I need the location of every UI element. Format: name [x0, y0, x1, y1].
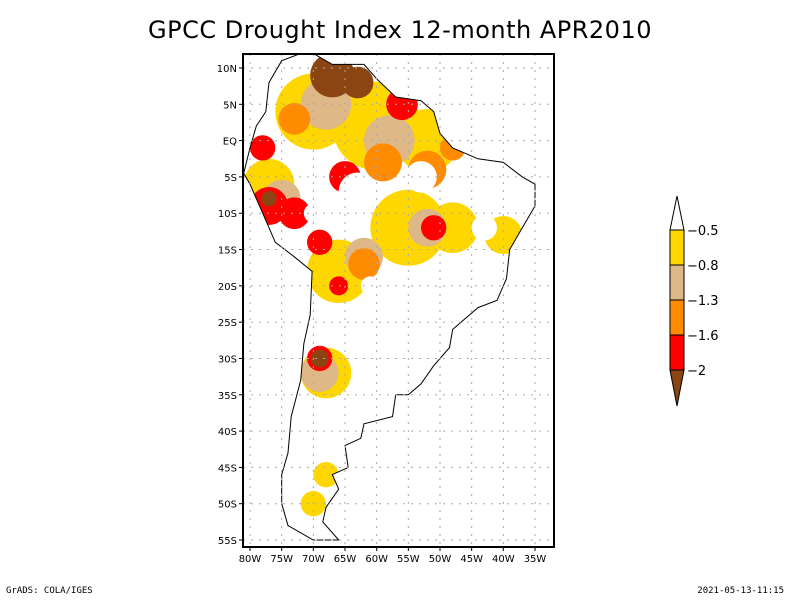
drought-region: [261, 191, 277, 207]
drought-region: [348, 248, 380, 280]
colorbar-level-label: −1.6: [687, 329, 719, 344]
drought-region: [364, 143, 402, 182]
lat-tick-label: 10N: [217, 64, 237, 75]
colorbar-legend: −0.5 −0.8 −1.3 −1.6 −2: [669, 195, 719, 407]
lat-tick-label: 25S: [218, 318, 237, 329]
colorbar-segment: [669, 299, 685, 336]
latitude-axis: 10N 5N EQ 5S 10S 15S 20S 25S 30S 35S 40S 45S 50S 55S: [217, 64, 243, 547]
lon-tick-label: 60W: [365, 554, 388, 565]
lat-tick-label: 40S: [218, 427, 237, 438]
colorbar-level-label: −1.3: [687, 294, 719, 309]
lat-tick-label: 5S: [224, 173, 237, 184]
colorbar-segment: [669, 229, 685, 266]
no-drought-area: [360, 276, 380, 296]
map-title: GPCC Drought Index 12-month APR2010: [148, 16, 652, 44]
no-drought-area: [338, 172, 377, 211]
colorbar-level-label: −2: [687, 364, 706, 379]
lat-tick-label: 50S: [218, 500, 237, 511]
drought-region: [310, 349, 329, 368]
no-drought-area: [471, 215, 498, 241]
map-frame: [242, 53, 555, 548]
south-america-coastline: [243, 54, 536, 541]
lat-tick-label: 30S: [218, 354, 237, 365]
lon-tick-label: 80W: [239, 554, 262, 565]
drought-region: [278, 197, 311, 230]
footer-timestamp: 2021-05-13-11:15: [697, 586, 784, 596]
drought-field-layer: [243, 54, 554, 547]
lon-tick-label: 75W: [270, 554, 293, 565]
lon-tick-label: 65W: [334, 554, 357, 565]
colorbar-lower-arrow: [669, 369, 685, 407]
colorbar-segment: [669, 334, 685, 371]
coastline-layer: [243, 54, 536, 541]
lat-tick-label: 20S: [218, 282, 237, 293]
lon-tick-label: 35W: [524, 554, 547, 565]
lat-tick-label: 45S: [218, 463, 237, 474]
drought-region: [249, 135, 276, 161]
drought-region: [278, 102, 311, 135]
lon-tick-label: 45W: [460, 554, 483, 565]
colorbar-segment: [669, 264, 685, 301]
lon-tick-label: 55W: [397, 554, 420, 565]
lat-tick-label: 10S: [218, 209, 237, 220]
footer-credit: GrADS: COLA/IGES: [6, 586, 93, 596]
colorbar-level-label: −0.8: [687, 259, 719, 274]
lat-tick-label: 35S: [218, 391, 237, 402]
lat-tick-label: EQ: [223, 137, 237, 148]
ocean-mask: [243, 54, 554, 547]
lon-tick-label: 40W: [492, 554, 515, 565]
colorbar-upper-arrow: [669, 195, 685, 231]
lat-tick-label: 5N: [223, 100, 237, 111]
drought-region: [307, 229, 333, 255]
colorbar-level-label: −0.5: [687, 224, 719, 239]
drought-region: [329, 276, 349, 296]
drought-region: [341, 66, 374, 99]
lon-tick-label: 50W: [429, 554, 452, 565]
lat-tick-label: 15S: [218, 246, 237, 257]
drought-region: [421, 215, 447, 241]
no-drought-area: [303, 203, 323, 223]
longitude-axis: 80W 75W 70W 65W 60W 55W 50W 45W 40W 35W: [239, 547, 547, 565]
drought-region: [313, 461, 339, 488]
lat-tick-label: 55S: [218, 536, 237, 547]
lon-tick-label: 70W: [302, 554, 325, 565]
